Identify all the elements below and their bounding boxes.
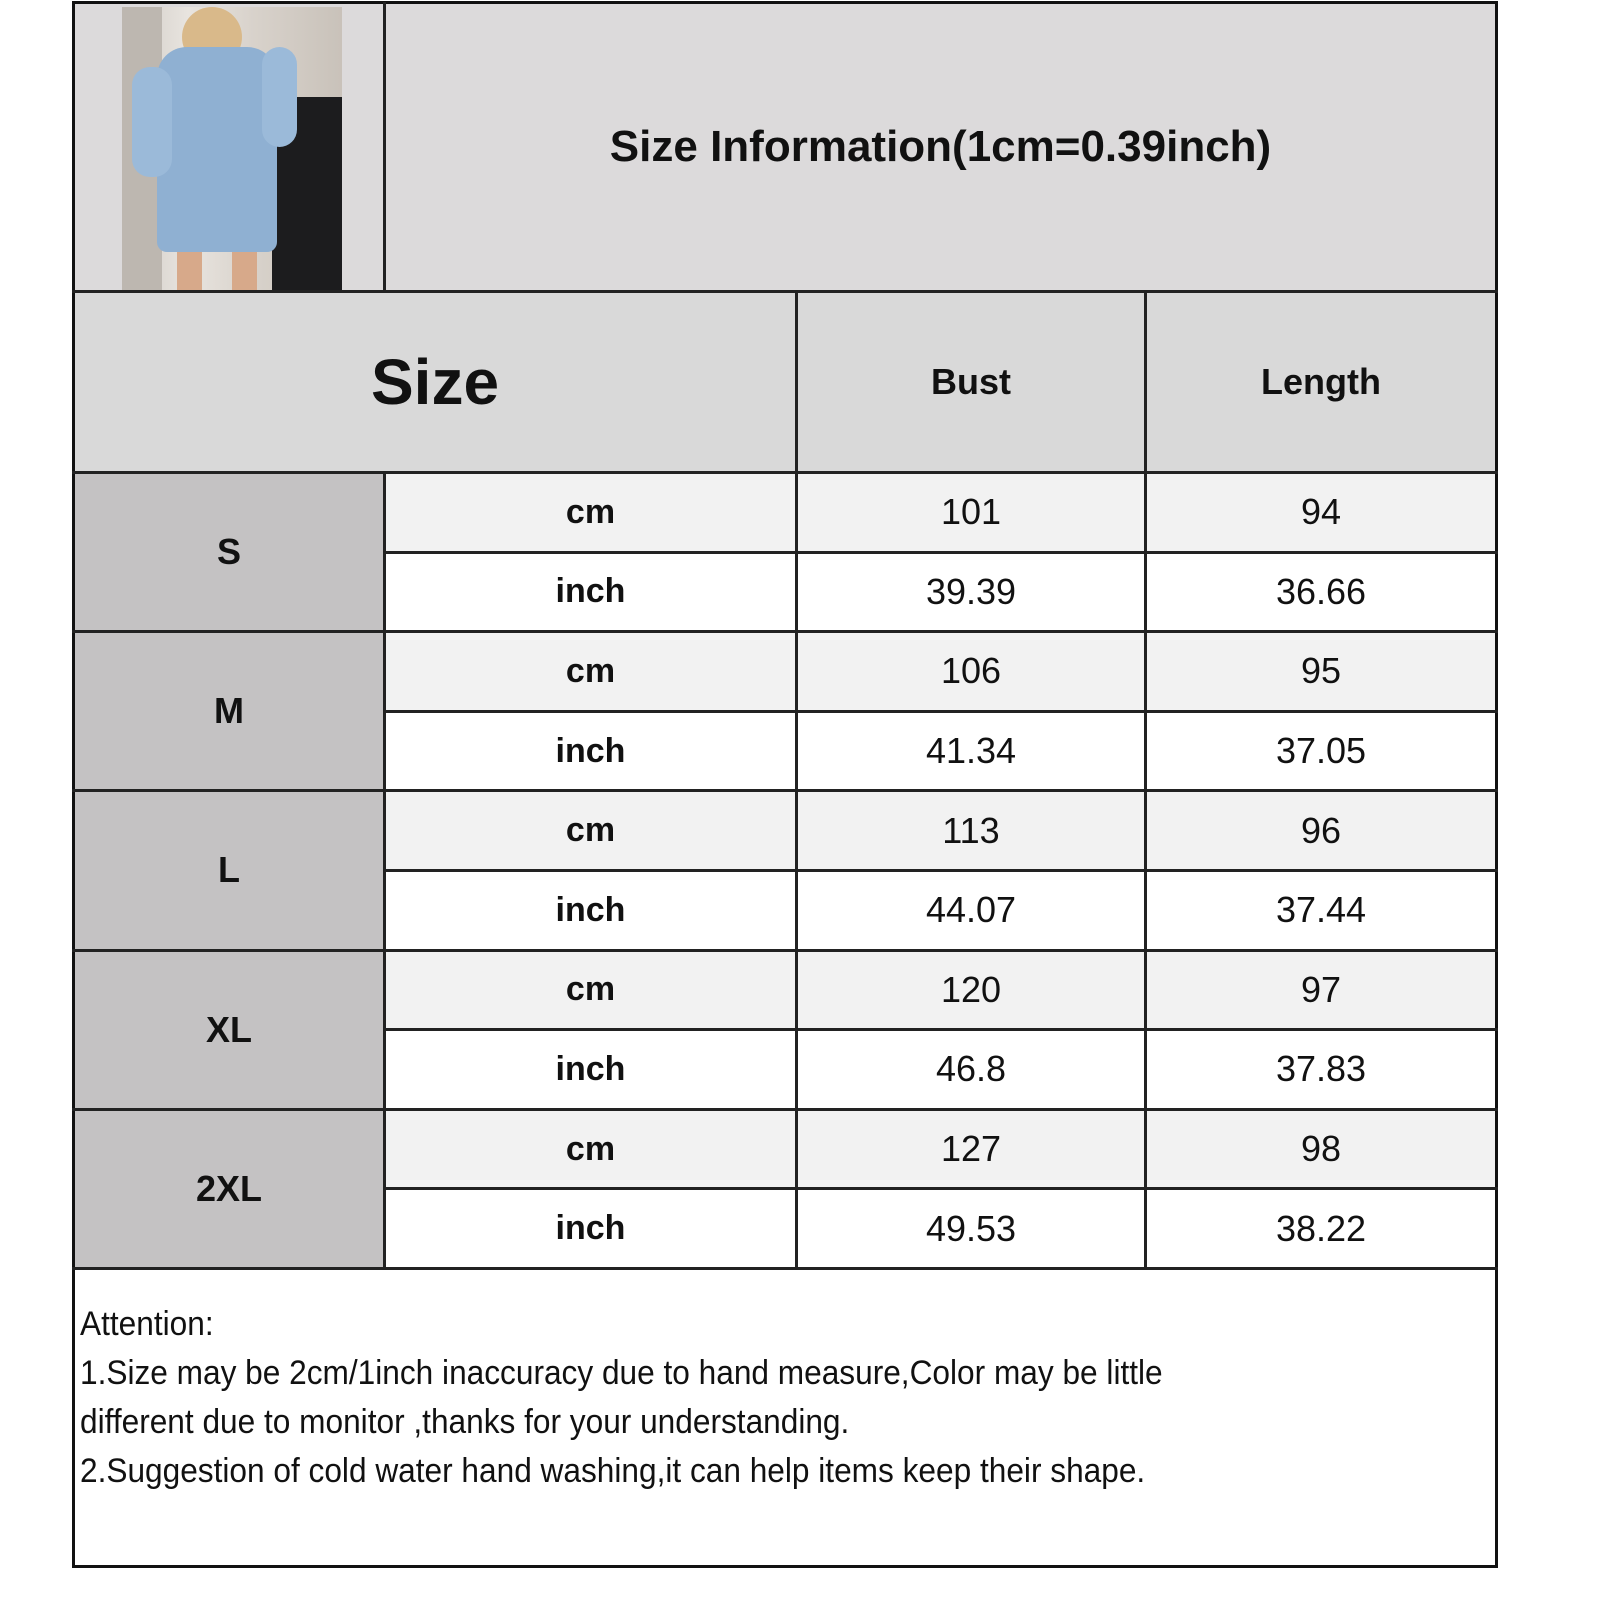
- attention-heading: Attention:: [80, 1305, 214, 1343]
- bust-value: 106: [798, 633, 1144, 710]
- size-label-S: S: [75, 474, 383, 631]
- unit-cm: cm: [386, 792, 795, 869]
- length-value: 38.22: [1147, 1190, 1495, 1267]
- length-value: 94: [1147, 474, 1495, 551]
- size-label-2XL: 2XL: [75, 1110, 383, 1267]
- length-value: 95: [1147, 633, 1495, 710]
- chart-title: Size Information(1cm=0.39inch): [386, 4, 1495, 290]
- bust-value: 127: [798, 1110, 1144, 1188]
- bust-header: Bust: [798, 293, 1144, 471]
- length-value: 37.83: [1147, 1031, 1495, 1108]
- length-value: 37.05: [1147, 712, 1495, 790]
- unit-cm: cm: [386, 474, 795, 551]
- length-value: 97: [1147, 951, 1495, 1029]
- bust-value: 101: [798, 474, 1144, 551]
- bust-value: 49.53: [798, 1190, 1144, 1267]
- attention-line-2: 2.Suggestion of cold water hand washing,…: [80, 1452, 1146, 1490]
- unit-inch: inch: [386, 872, 795, 949]
- size-label-M: M: [75, 633, 383, 790]
- bust-value: 120: [798, 951, 1144, 1029]
- length-value: 96: [1147, 792, 1495, 869]
- unit-cm: cm: [386, 951, 795, 1029]
- attention-notes: Attention: 1.Size may be 2cm/1inch inacc…: [80, 1300, 1391, 1496]
- size-label-XL: XL: [75, 951, 383, 1108]
- product-photo: [122, 7, 342, 292]
- size-chart: [72, 1, 1498, 1568]
- size-label-L: L: [75, 792, 383, 949]
- size-header: Size: [75, 293, 795, 471]
- unit-inch: inch: [386, 553, 795, 631]
- unit-inch: inch: [386, 712, 795, 790]
- unit-inch: inch: [386, 1031, 795, 1108]
- bust-value: 46.8: [798, 1031, 1144, 1108]
- length-value: 36.66: [1147, 553, 1495, 631]
- unit-cm: cm: [386, 1110, 795, 1188]
- length-value: 37.44: [1147, 872, 1495, 949]
- length-header: Length: [1147, 293, 1495, 471]
- bust-value: 39.39: [798, 553, 1144, 631]
- attention-line-1-continued: different due to monitor ,thanks for you…: [80, 1403, 850, 1441]
- attention-line-1: 1.Size may be 2cm/1inch inaccuracy due t…: [80, 1354, 1163, 1392]
- bust-value: 113: [798, 792, 1144, 869]
- length-value: 98: [1147, 1110, 1495, 1188]
- unit-cm: cm: [386, 633, 795, 710]
- unit-inch: inch: [386, 1190, 795, 1267]
- bust-value: 41.34: [798, 712, 1144, 790]
- bust-value: 44.07: [798, 872, 1144, 949]
